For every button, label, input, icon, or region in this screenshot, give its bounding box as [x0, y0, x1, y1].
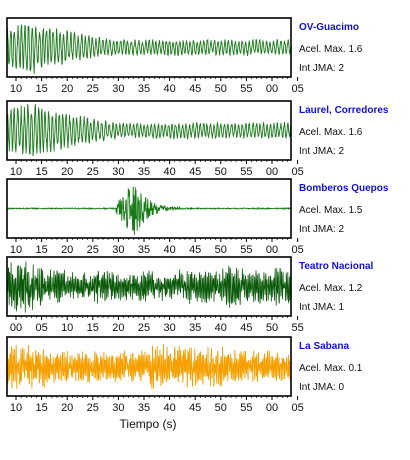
x-tick-label: 40 [163, 83, 175, 95]
x-tick-label: 40 [163, 402, 175, 414]
x-tick-label: 55 [291, 322, 303, 334]
x-tick-label: 55 [240, 166, 252, 178]
station-name: Bomberos Quepos [299, 183, 389, 194]
jma-intensity-label: Int JMA: 2 [299, 63, 345, 74]
x-tick-label: 55 [240, 83, 252, 95]
waveform-line [6, 24, 292, 74]
max-accel-label: Acel. Max. 0.1 [299, 363, 363, 374]
jma-intensity-label: Int JMA: 2 [299, 146, 345, 157]
x-tick-label: 05 [35, 322, 47, 334]
x-tick-label: 15 [87, 322, 99, 334]
jma-intensity-label: Int JMA: 0 [299, 382, 345, 393]
x-tick-label: 05 [291, 83, 303, 95]
x-tick-label: 50 [266, 322, 278, 334]
x-tick-label: 25 [138, 322, 150, 334]
max-accel-label: Acel. Max. 1.6 [299, 127, 363, 138]
x-tick-label: 15 [35, 83, 47, 95]
x-tick-label: 25 [87, 83, 99, 95]
x-tick-label: 25 [87, 166, 99, 178]
waveform-line [6, 186, 292, 236]
x-tick-label: 25 [87, 244, 99, 256]
x-tick-label: 05 [291, 166, 303, 178]
x-tick-label: 15 [35, 166, 47, 178]
x-tick-label: 35 [138, 83, 150, 95]
x-tick-label: 00 [266, 83, 278, 95]
x-tick-label: 30 [163, 322, 175, 334]
x-tick-label: 20 [61, 83, 73, 95]
x-tick-label: 45 [189, 166, 201, 178]
x-tick-label: 30 [112, 83, 124, 95]
x-tick-label: 20 [61, 402, 73, 414]
jma-intensity-label: Int JMA: 1 [299, 302, 345, 313]
max-accel-label: Acel. Max. 1.5 [299, 205, 363, 216]
x-tick-label: 45 [189, 402, 201, 414]
x-tick-label: 45 [189, 244, 201, 256]
x-tick-label: 30 [112, 402, 124, 414]
station-name: Teatro Nacional [299, 261, 374, 272]
x-tick-label: 00 [266, 244, 278, 256]
x-tick-label: 55 [240, 402, 252, 414]
x-tick-label: 10 [61, 322, 73, 334]
max-accel-label: Acel. Max. 1.6 [299, 44, 363, 55]
jma-intensity-label: Int JMA: 2 [299, 224, 345, 235]
trace-panel: 00 05 10 15 20 25 30 35 40 45 50 55 [6, 256, 304, 334]
station-info: OV-Guacimo Acel. Max. 1.6 Int JMA: 2 [299, 22, 407, 75]
x-tick-label: 05 [291, 402, 303, 414]
waveform-line [6, 261, 292, 313]
station-info: La Sabana Acel. Max. 0.1 Int JMA: 0 [299, 341, 407, 394]
x-tick-label: 30 [112, 166, 124, 178]
x-tick-label: 05 [291, 244, 303, 256]
trace-panel: 10 15 20 25 30 35 40 45 50 55 00 05 [6, 17, 304, 95]
x-tick-label: 10 [10, 402, 22, 414]
station-name: OV-Guacimo [299, 22, 360, 33]
waveform-line [6, 103, 292, 157]
station-info: Bomberos Quepos Acel. Max. 1.5 Int JMA: 2 [299, 183, 407, 236]
x-tick-label: 40 [163, 244, 175, 256]
x-tick-label: 40 [163, 166, 175, 178]
x-tick-label: 35 [138, 166, 150, 178]
x-tick-label: 55 [240, 244, 252, 256]
station-name: Laurel, Corredores [299, 105, 389, 116]
panels-group: 10 15 20 25 30 35 40 45 50 55 00 05 10 15 20 25 30 35 40 45… [6, 17, 304, 414]
x-axis-label: Tiempo (s) [120, 417, 177, 431]
x-tick-label: 10 [10, 166, 22, 178]
station-info: Laurel, Corredores Acel. Max. 1.6 Int JMA:… [299, 105, 407, 158]
trace-panel: 10 15 20 25 30 35 40 45 50 55 00 05 [6, 336, 304, 414]
waveform-line [6, 344, 292, 389]
x-tick-label: 10 [10, 83, 22, 95]
x-tick-label: 00 [266, 166, 278, 178]
x-tick-label: 20 [61, 244, 73, 256]
max-accel-label: Acel. Max. 1.2 [299, 283, 363, 294]
x-tick-label: 30 [112, 244, 124, 256]
x-tick-label: 25 [87, 402, 99, 414]
x-tick-label: 20 [112, 322, 124, 334]
x-tick-label: 10 [10, 244, 22, 256]
trace-panel: 10 15 20 25 30 35 40 45 50 55 00 05 [6, 100, 304, 178]
x-tick-label: 15 [35, 402, 47, 414]
x-tick-label: 35 [138, 402, 150, 414]
x-tick-label: 00 [266, 402, 278, 414]
x-tick-label: 45 [189, 83, 201, 95]
x-tick-label: 50 [215, 244, 227, 256]
x-tick-label: 15 [35, 244, 47, 256]
x-tick-label: 35 [189, 322, 201, 334]
x-tick-label: 45 [240, 322, 252, 334]
x-tick-label: 40 [215, 322, 227, 334]
x-tick-label: 50 [215, 166, 227, 178]
x-tick-label: 50 [215, 83, 227, 95]
x-tick-label: 00 [10, 322, 22, 334]
x-tick-label: 20 [61, 166, 73, 178]
x-tick-label: 35 [138, 244, 150, 256]
x-tick-label: 50 [215, 402, 227, 414]
station-name: La Sabana [299, 341, 350, 352]
station-info: Teatro Nacional Acel. Max. 1.2 Int JMA: 1 [299, 261, 407, 314]
trace-panel: 10 15 20 25 30 35 40 45 50 55 00 05 [6, 178, 304, 256]
